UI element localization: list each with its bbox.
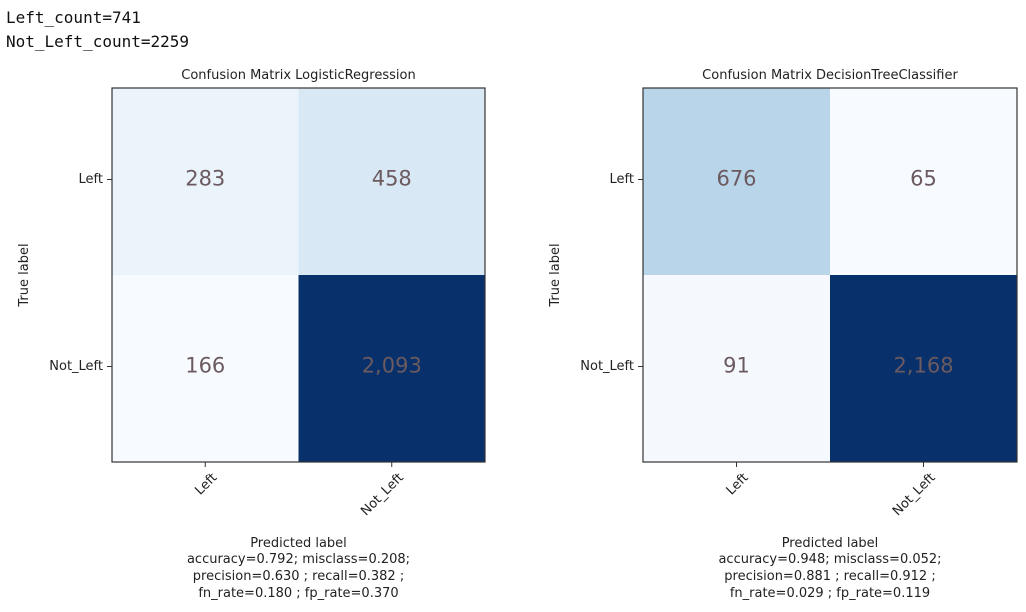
cm1-stats-line-2: fn_rate=0.180 ; fp_rate=0.370 [198, 586, 398, 601]
cm2-cell-value-1-0: 91 [723, 354, 750, 378]
cm2-cell-0-1 [830, 88, 1017, 275]
cm1-cell-1-1 [298, 275, 485, 462]
cm2-ylabel: True label [548, 243, 563, 307]
left-count-line: Left_count=741 [6, 8, 141, 27]
cm1-title: Confusion Matrix LogisticRegression [181, 68, 415, 83]
cm1-cell-value-0-1: 458 [372, 167, 412, 191]
cm1-cell-value-0-0: 283 [185, 167, 225, 191]
cm2-xtick-label-1: Not_Left [890, 470, 939, 519]
cm2-cell-value-0-0: 676 [716, 167, 756, 191]
cm1-frame [111, 87, 486, 463]
cm2-cell-0-0 [643, 88, 830, 275]
cm1-cell-value-1-1: 2,093 [362, 354, 422, 378]
cm1-xlabel: Predicted label [250, 536, 347, 551]
cm2-ytick-label-0: Left [610, 172, 634, 187]
cm1-stats-line-1: precision=0.630 ; recall=0.382 ; [193, 569, 404, 584]
cm2-frame [642, 87, 1018, 463]
cm1-cell-value-1-0: 166 [185, 354, 225, 378]
cm2-title: Confusion Matrix DecisionTreeClassifier [702, 68, 958, 83]
cm2-cell-1-1 [830, 275, 1017, 462]
cm1-xtick-label-1: Not_Left [358, 470, 407, 519]
console-output: Left_count=741 Not_Left_count=2259 [6, 6, 189, 54]
cm1-ytick-label-1: Not_Left [49, 359, 103, 374]
cm2-xlabel: Predicted label [782, 536, 879, 551]
cm2-ytick-label-1: Not_Left [580, 359, 634, 374]
cm2-cell-value-1-1: 2,168 [893, 354, 953, 378]
cm1-ylabel: True label [17, 243, 32, 307]
cm1-ytick-label-0: Left [79, 172, 103, 187]
cm1-cell-1-0 [112, 275, 299, 462]
cm2-stats-line-0: accuracy=0.948; misclass=0.052; [718, 552, 941, 567]
cm1-xtick-label-0: Left [192, 470, 220, 498]
cm1-stats-line-0: accuracy=0.792; misclass=0.208; [187, 552, 410, 567]
cm2-xtick-label-0: Left [724, 470, 752, 498]
cm1-cell-0-0 [112, 88, 299, 275]
not-left-count-line: Not_Left_count=2259 [6, 32, 190, 51]
cm1-cell-0-1 [298, 88, 485, 275]
cm2-stats-line-2: fn_rate=0.029 ; fp_rate=0.119 [730, 586, 930, 601]
cm2-stats-line-1: precision=0.881 ; recall=0.912 ; [724, 569, 935, 584]
cm2-cell-1-0 [643, 275, 830, 462]
cm2-cell-value-0-1: 65 [910, 167, 937, 191]
